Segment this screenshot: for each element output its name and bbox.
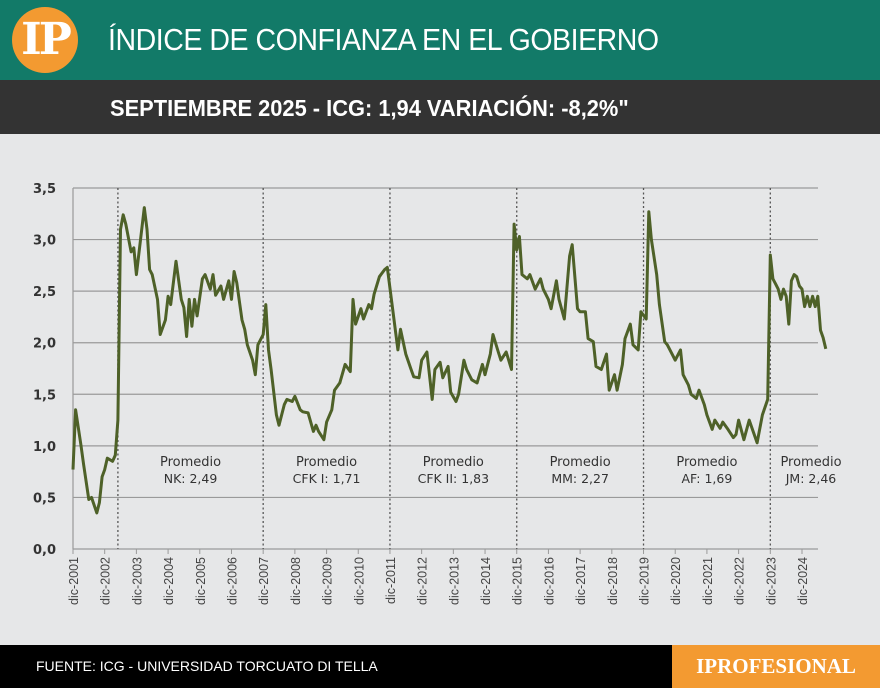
average-annotation-value: CFK I: 1,71 — [293, 471, 361, 486]
y-tick-label: 3,0 — [33, 234, 56, 249]
x-tick-label: dic-2016 — [542, 557, 556, 605]
y-tick-label: 3,5 — [33, 182, 56, 197]
x-tick-label: dic-2013 — [447, 557, 461, 605]
x-tick-label: dic-2009 — [321, 557, 335, 605]
x-tick-label: dic-2024 — [796, 557, 810, 605]
x-tick-label: dic-2021 — [701, 557, 715, 605]
brand-badge: IPROFESIONAL — [672, 645, 880, 688]
x-tick-label: dic-2008 — [289, 557, 303, 605]
average-annotation-value: CFK II: 1,83 — [418, 471, 489, 486]
average-annotation-value: AF: 1,69 — [682, 471, 733, 486]
source-note: FUENTE: ICG - UNIVERSIDAD TORCUATO DI TE… — [36, 658, 378, 674]
icg-series-line — [71, 206, 828, 515]
page-subtitle: SEPTIEMBRE 2025 - ICG: 1,94 VARIACIÓN: -… — [110, 95, 629, 121]
average-annotation-value: JM: 2,46 — [785, 471, 837, 486]
y-tick-label: 0,5 — [33, 491, 56, 506]
average-annotation-label: Promedio — [423, 455, 484, 470]
x-tick-label: dic-2022 — [733, 557, 747, 605]
y-tick-label: 1,5 — [33, 388, 56, 403]
average-annotation-label: Promedio — [296, 455, 357, 470]
page-title: ÍNDICE DE CONFIANZA EN EL GOBIERNO — [108, 22, 659, 57]
iprofesional-logo: IP — [12, 7, 78, 73]
x-tick-label: dic-2002 — [99, 557, 113, 605]
x-tick-label: dic-2020 — [669, 557, 683, 605]
x-tick-label: dic-2006 — [225, 557, 239, 605]
x-tick-label: dic-2005 — [194, 557, 208, 605]
average-annotation-value: NK: 2,49 — [164, 471, 218, 486]
x-tick-label: dic-2007 — [257, 557, 271, 605]
x-tick-label: dic-2001 — [67, 557, 81, 605]
y-tick-label: 2,5 — [33, 285, 56, 300]
average-annotation-label: Promedio — [160, 455, 221, 470]
icg-line-chart: 0,0 0,5 1,0 1,5 2,0 2,5 3,0 3,5 dic-2001 dic-200… — [33, 182, 842, 605]
x-tick-label: dic-2012 — [416, 557, 430, 605]
average-annotation-label: Promedio — [780, 455, 841, 470]
y-tick-label: 0,0 — [33, 543, 56, 558]
x-tick-label: dic-2003 — [130, 557, 144, 605]
x-tick-label: dic-2023 — [764, 557, 778, 605]
x-tick-label: dic-2018 — [606, 557, 620, 605]
average-annotation-value: MM: 2,27 — [551, 471, 609, 486]
x-tick-label: dic-2011 — [384, 557, 398, 604]
average-annotation-label: Promedio — [676, 455, 737, 470]
subtitle-band — [0, 80, 880, 134]
x-tick-label: dic-2004 — [162, 557, 176, 605]
average-annotation-label: Promedio — [550, 455, 611, 470]
x-tick-label: dic-2014 — [479, 557, 493, 605]
header-banner — [0, 0, 880, 80]
x-tick-label: dic-2019 — [638, 557, 652, 605]
x-tick-label: dic-2017 — [574, 557, 588, 605]
x-tick-label: dic-2010 — [352, 557, 366, 605]
y-tick-label: 1,0 — [33, 440, 56, 455]
y-tick-label: 2,0 — [33, 337, 56, 352]
x-tick-label: dic-2015 — [511, 557, 525, 605]
